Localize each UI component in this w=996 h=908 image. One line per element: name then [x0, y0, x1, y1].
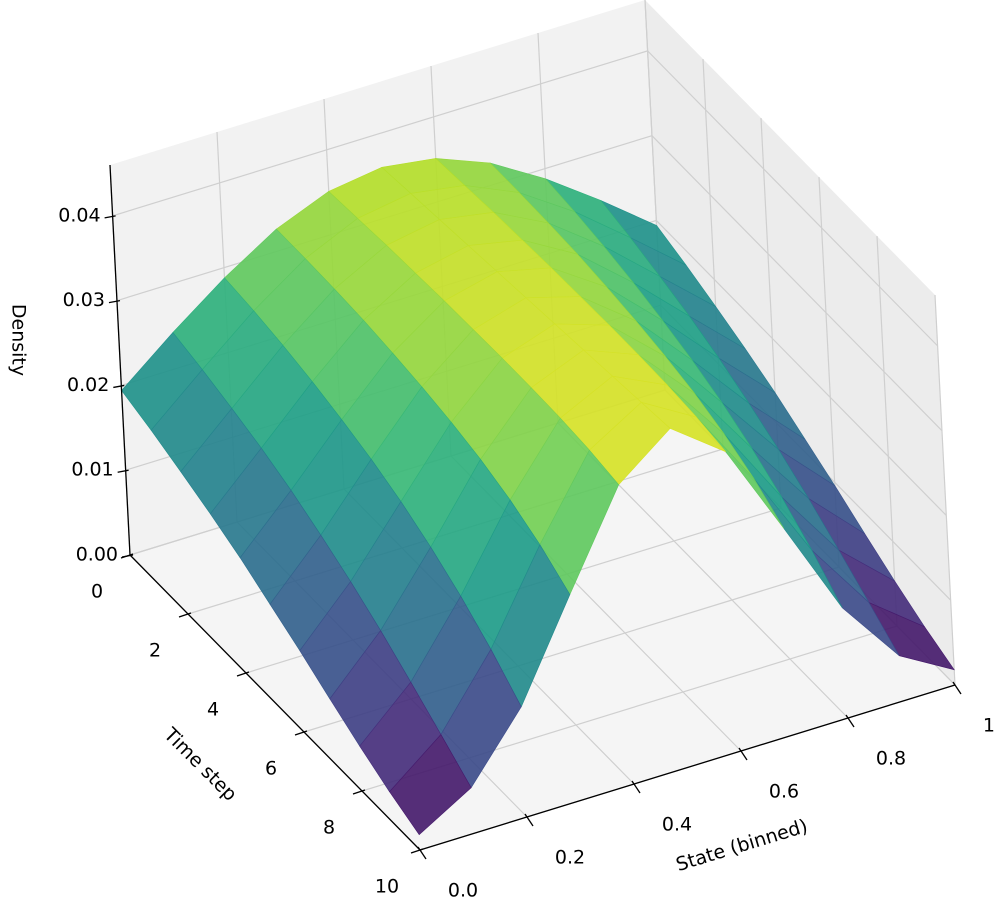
y-tick: [410, 848, 424, 854]
z-axis-label: Density: [8, 304, 30, 376]
y-tick: [294, 730, 308, 736]
grid-line: [934, 294, 956, 686]
z-tick-label: 0.02: [67, 374, 109, 396]
x-tick: [524, 813, 534, 827]
x-tick-label: 0.2: [555, 847, 585, 869]
x-axis-label: State (binned): [673, 815, 810, 876]
x-tick-label: 0.4: [662, 814, 692, 836]
y-tick-label: 6: [265, 758, 277, 780]
grid-line: [647, 50, 939, 347]
grid-line: [651, 135, 943, 432]
y-tick: [236, 671, 250, 677]
y-tick-label: 4: [207, 699, 219, 721]
x-tick-label: 0.8: [876, 748, 906, 770]
y-tick-label: 2: [149, 640, 161, 662]
x-axis-line: [419, 684, 956, 851]
z-tick-label: 0.03: [63, 289, 105, 311]
z-tick: [113, 384, 125, 389]
x-tick-label: 0.6: [769, 781, 799, 803]
x-tick: [417, 846, 427, 860]
side-pane: [645, 0, 955, 685]
surface-facet: [389, 733, 472, 836]
y-tick-label: 0: [91, 581, 103, 603]
z-tick-label: 0.04: [58, 204, 100, 226]
axes: 0.00 0.01 0.02 0.03 0.04 0 2 4 6 8 10 0.0 0.2 0.4 0.6 0…: [58, 164, 996, 902]
x-tick: [952, 681, 962, 695]
x-tick-label: 1.0: [983, 715, 996, 737]
y-tick-label: 8: [323, 817, 335, 839]
y-tick-label: 10: [375, 876, 399, 898]
z-tick: [117, 469, 129, 473]
z-tick-label: 0.01: [71, 459, 113, 481]
y-tick: [120, 553, 134, 559]
y-axis-line: [129, 554, 421, 851]
x-tick-label: 0.0: [448, 880, 478, 902]
x-tick: [845, 714, 855, 728]
grid-line: [112, 50, 648, 217]
surface: [121, 158, 955, 836]
y-axis-label: Time step: [159, 723, 241, 805]
z-axis-line: [109, 164, 131, 556]
y-tick: [352, 789, 366, 795]
x-tick: [738, 747, 748, 761]
z-tick: [108, 300, 121, 304]
x-tick: [631, 780, 641, 794]
z-tick-label: 0.00: [76, 544, 118, 566]
grid-line: [876, 235, 898, 627]
grid-line: [655, 220, 947, 516]
y-tick: [178, 612, 192, 618]
z-tick: [104, 215, 116, 219]
